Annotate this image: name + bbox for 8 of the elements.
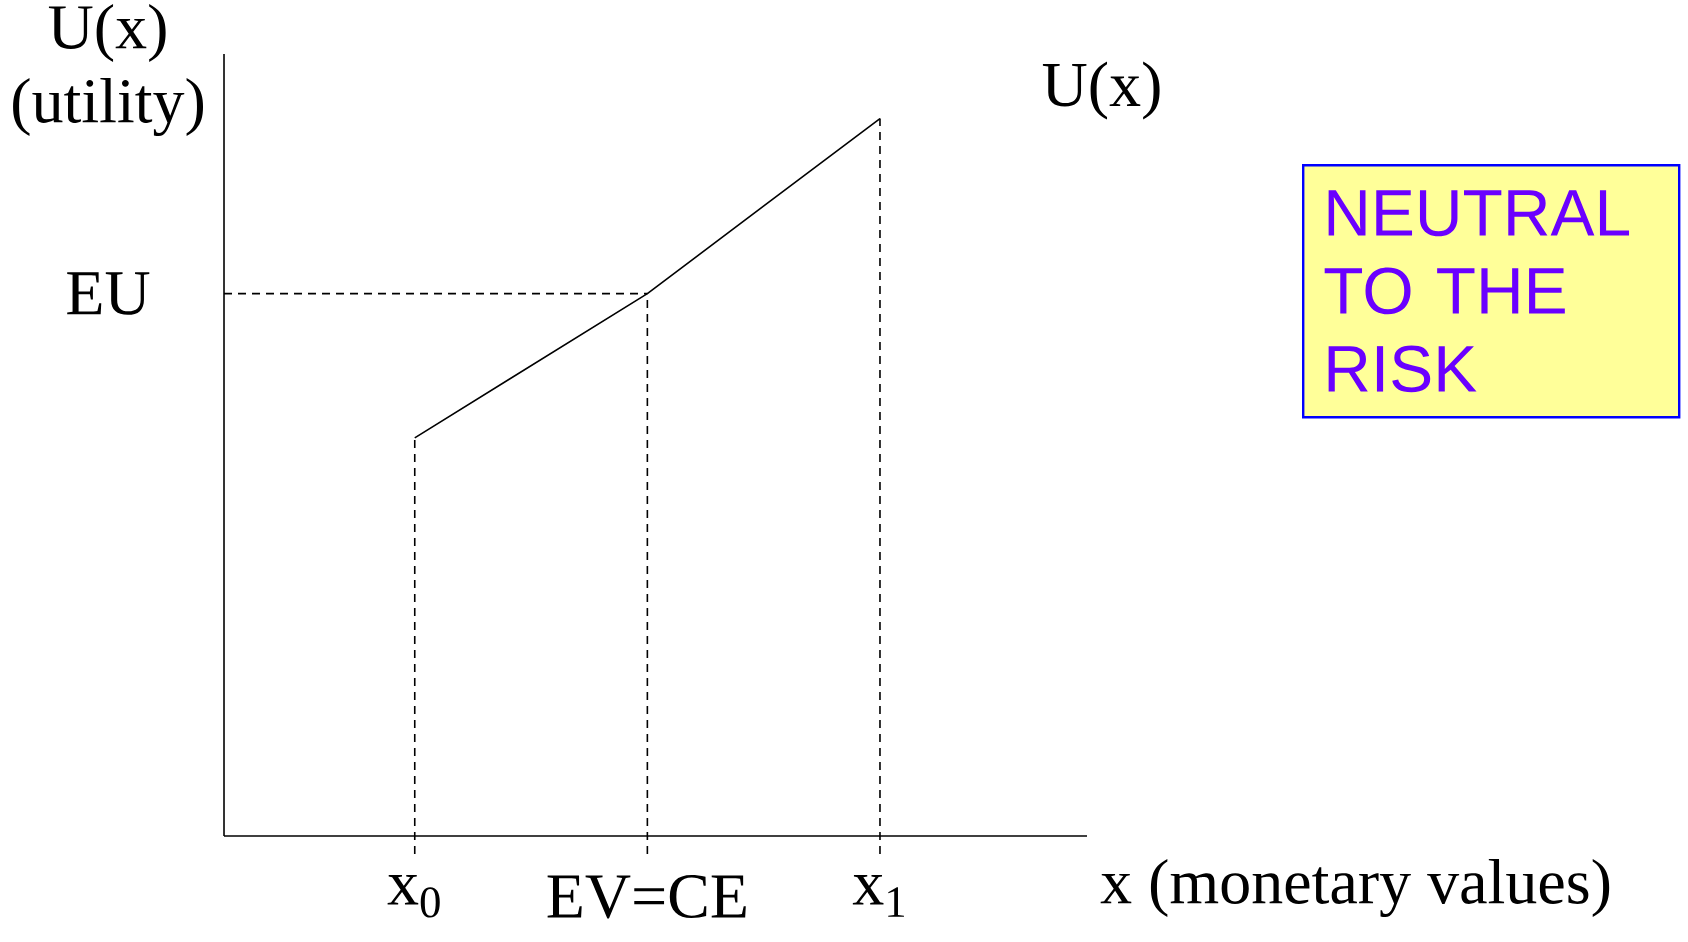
x-tick-label: x$_{1}$ [852, 875, 904, 917]
text: NEUTRAL TO THE RISK [1324, 190, 1630, 393]
x-axis-title: x (monetary values) [1100, 858, 1610, 918]
x-tick-label: EV=CE [547, 875, 746, 919]
text: U(x) [1042, 61, 1160, 120]
x-tick-label: x$_{0}$ [387, 875, 440, 918]
ref-line-label: EU [67, 272, 150, 315]
y-axis-title: U(x) (utility) [13, 3, 204, 137]
